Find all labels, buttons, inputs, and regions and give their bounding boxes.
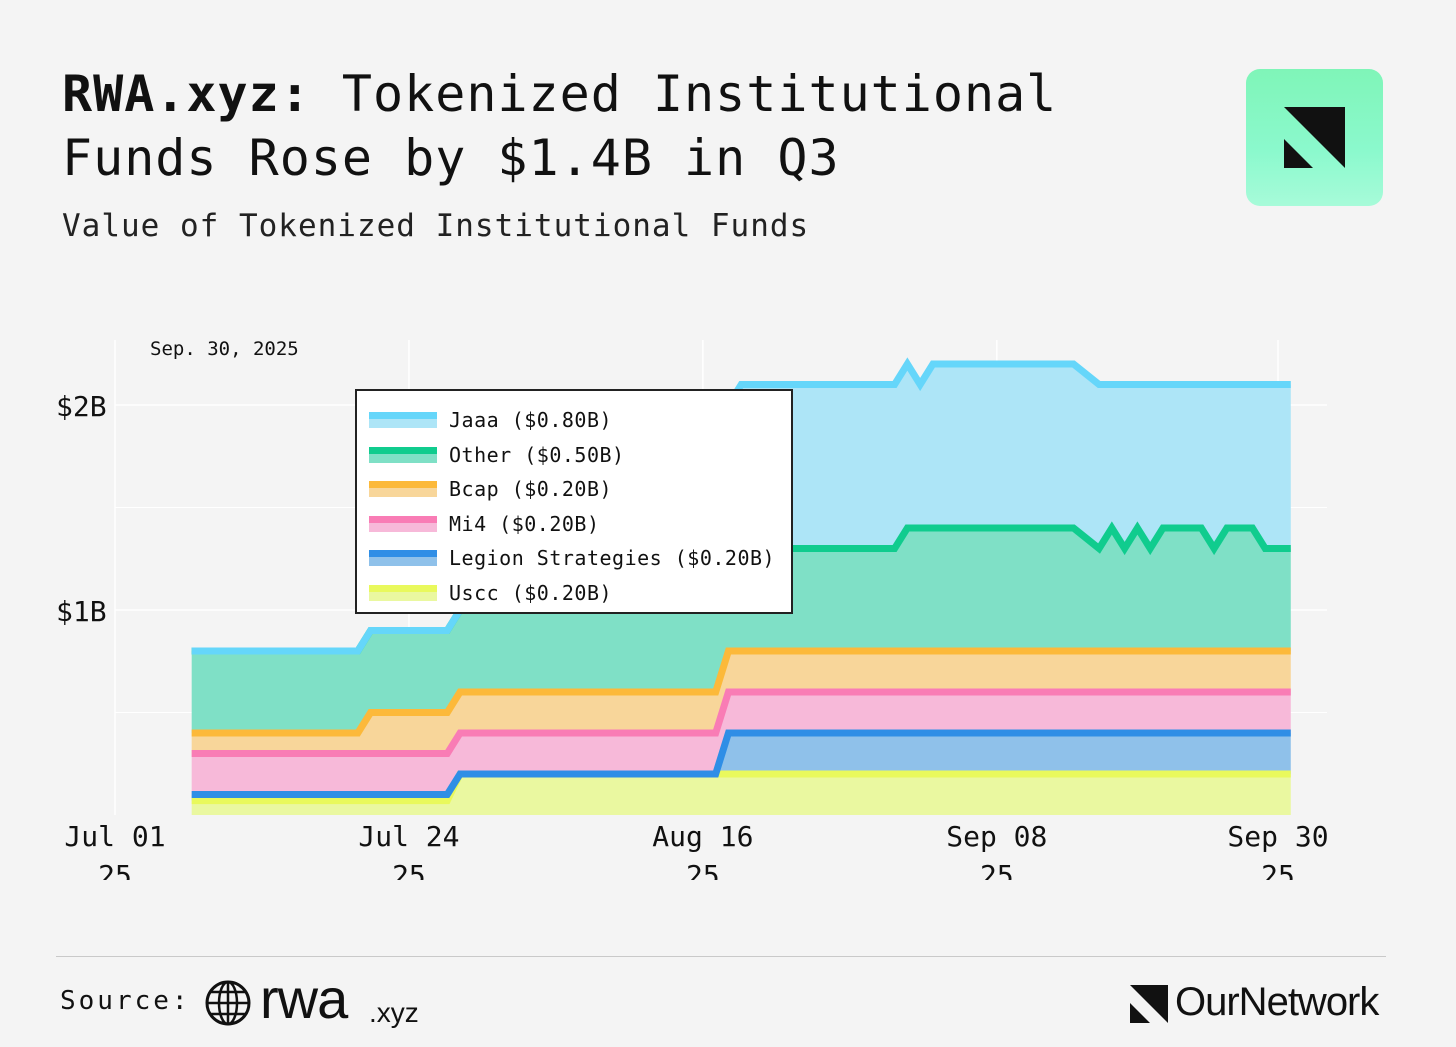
footer-divider [56, 956, 1386, 957]
source-label: Source: [60, 986, 191, 1016]
legend-swatch-bcap [369, 481, 437, 498]
area-uscc [191, 774, 1291, 815]
x-tick-year: 25 [392, 859, 426, 880]
legend-swatch-legion-strategies [369, 550, 437, 567]
legend-label-bcap: Bcap ($0.20B) [449, 477, 613, 502]
legend-item-jaaa: Jaaa ($0.80B) [369, 405, 612, 435]
chart-subtitle: Value of Tokenized Institutional Funds [62, 208, 810, 244]
line-mi4 [191, 688, 1291, 757]
rwa-brand-suffix: .xyz [369, 997, 419, 1028]
ournetwork-badge-logo [1246, 69, 1383, 206]
x-tick-year: 25 [980, 859, 1014, 880]
x-tick-label: Sep 08 [946, 820, 1047, 853]
line-legion-strategies [191, 729, 1291, 798]
x-tick-year: 25 [686, 859, 720, 880]
x-tick-label: Sep 30 [1227, 820, 1328, 853]
area-other [191, 528, 1291, 733]
legend-swatch-other [369, 446, 437, 463]
x-tick-year: 25 [1261, 859, 1295, 880]
legend-label-uscc: Uscc ($0.20B) [449, 581, 613, 605]
chart-title-bold: RWA.xyz: [62, 65, 311, 123]
y-tick-label: $2B [56, 390, 107, 423]
legend-item-other: Other ($0.50B) [369, 440, 625, 470]
hover-date-label: Sep. 30, 2025 [150, 338, 299, 360]
legend-swatch-mi4 [369, 515, 437, 532]
x-tick-year: 25 [98, 859, 132, 880]
area-legion-strategies [191, 733, 1291, 801]
chart-axes: $1B $2B Jul 01 25 Jul 24 25 Aug 16 25 Sep 08 25 Se… [56, 390, 1329, 880]
globe-icon [205, 980, 251, 1026]
area-bcap [191, 651, 1291, 754]
legend-item-legion-strategies: Legion Strategies ($0.20B) [369, 543, 775, 573]
x-tick-label: Jul 24 [358, 820, 459, 853]
ournetwork-wordmark: OurNetwork [1175, 980, 1379, 1024]
line-bcap [191, 647, 1291, 737]
chart-legend: Jaaa ($0.80B) Other ($0.50B) Bcap ($0.20B)… [355, 389, 793, 614]
legend-label-legion-strategies: Legion Strategies ($0.20B) [449, 546, 776, 571]
legend-item-bcap: Bcap ($0.20B) [369, 474, 612, 504]
legend-swatch-jaaa [369, 412, 437, 428]
area-mi4 [191, 692, 1291, 795]
x-tick-label: Jul 01 [64, 820, 165, 853]
legend-label-other: Other ($0.50B) [449, 442, 625, 467]
rwa-brand-logo: rwa [260, 967, 348, 1030]
legend-label-jaaa: Jaaa ($0.80B) [449, 408, 613, 432]
chart-title-rest: Tokenized Institutional Funds Rose by $1… [62, 65, 1058, 187]
legend-swatch-uscc [369, 585, 437, 601]
legend-item-mi4: Mi4 ($0.20B) [369, 509, 600, 539]
legend-item-uscc: Uscc ($0.20B) [369, 578, 612, 608]
x-tick-label: Aug 16 [652, 820, 753, 853]
y-tick-label: $1B [56, 595, 107, 628]
legend-label-mi4: Mi4 ($0.20B) [449, 511, 600, 536]
chart-title: RWA.xyz: Tokenized Institutional Funds R… [62, 62, 1162, 190]
ournetwork-mark-icon [1284, 107, 1345, 168]
ournetwork-logo-icon [1130, 985, 1168, 1023]
